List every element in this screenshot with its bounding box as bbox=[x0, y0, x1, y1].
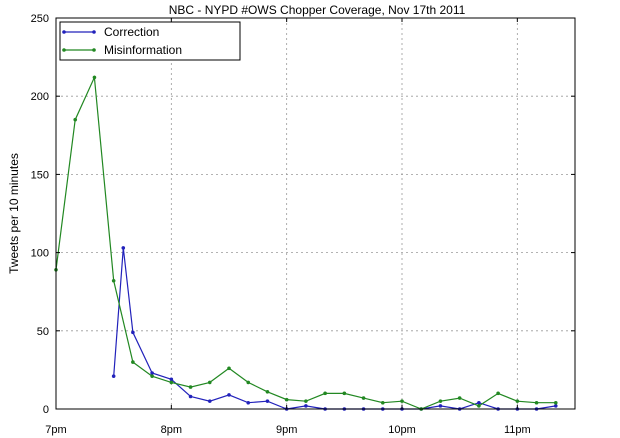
x-tick-label: 10pm bbox=[388, 424, 416, 436]
legend-marker-misinformation bbox=[62, 48, 66, 52]
legend-box bbox=[59, 21, 241, 61]
data-point-correction bbox=[553, 404, 558, 408]
data-point-misinformation bbox=[553, 400, 558, 405]
y-tick-label: 50 bbox=[37, 326, 49, 338]
series-line-misinformation bbox=[55, 75, 556, 410]
data-point-misinformation bbox=[342, 391, 347, 396]
data-point-misinformation bbox=[246, 380, 251, 385]
data-point-misinformation bbox=[361, 396, 366, 400]
y-tick-label: 250 bbox=[31, 13, 49, 25]
data-point-correction bbox=[207, 399, 212, 403]
data-point-misinformation bbox=[188, 385, 193, 389]
grid bbox=[56, 18, 575, 409]
series-layer bbox=[54, 75, 558, 411]
data-point-correction bbox=[265, 399, 270, 403]
data-point-correction bbox=[169, 377, 174, 382]
data-point-misinformation bbox=[515, 399, 520, 403]
data-point-misinformation bbox=[534, 400, 539, 405]
data-point-misinformation bbox=[380, 400, 385, 405]
data-point-misinformation bbox=[304, 399, 308, 403]
y-axis-label: Tweets per 10 minutes bbox=[7, 153, 21, 274]
data-point-misinformation bbox=[92, 75, 97, 80]
data-point-correction bbox=[227, 393, 231, 397]
data-point-correction bbox=[131, 330, 135, 335]
x-tick-label: 8pm bbox=[161, 424, 182, 436]
data-point-misinformation bbox=[131, 360, 135, 364]
data-point-misinformation bbox=[73, 117, 78, 122]
data-point-correction bbox=[121, 246, 126, 250]
data-point-correction bbox=[246, 400, 251, 405]
legend-label-correction: Correction bbox=[104, 25, 159, 39]
data-point-misinformation bbox=[227, 366, 231, 371]
data-point-misinformation bbox=[265, 389, 270, 394]
x-tick-label: 9pm bbox=[276, 424, 297, 436]
data-point-correction bbox=[188, 394, 193, 399]
data-point-correction bbox=[150, 371, 154, 375]
data-point-misinformation bbox=[438, 399, 443, 403]
chart-title: NBC - NYPD #OWS Chopper Coverage, Nov 17… bbox=[169, 3, 466, 17]
data-point-correction bbox=[477, 400, 481, 405]
data-point-misinformation bbox=[496, 391, 500, 396]
series-misinformation bbox=[54, 75, 558, 411]
data-point-misinformation bbox=[207, 380, 212, 385]
axes: 0 50 100 150 200 250 7pm 8pm 9pm 10pm 11pm bbox=[31, 13, 575, 436]
data-point-correction bbox=[438, 404, 443, 408]
data-point-misinformation bbox=[111, 278, 116, 283]
legend: Correction Misinformation bbox=[59, 21, 241, 61]
series-correction bbox=[111, 246, 558, 411]
data-point-misinformation bbox=[400, 399, 404, 403]
y-tick-label: 100 bbox=[31, 248, 49, 260]
x-tick-label: 7pm bbox=[45, 424, 66, 436]
y-tick-label: 150 bbox=[31, 169, 49, 181]
data-point-correction bbox=[111, 374, 116, 378]
y-tick-label: 200 bbox=[31, 91, 49, 103]
legend-label-misinformation: Misinformation bbox=[104, 43, 182, 57]
data-point-misinformation bbox=[323, 391, 327, 396]
data-point-correction bbox=[304, 404, 308, 408]
data-point-misinformation bbox=[284, 397, 289, 402]
data-point-misinformation bbox=[169, 380, 174, 385]
plot-frame bbox=[55, 17, 576, 410]
data-point-misinformation bbox=[150, 374, 154, 378]
y-tick-label: 0 bbox=[43, 404, 49, 416]
legend-marker-correction bbox=[92, 30, 96, 34]
legend-marker-correction bbox=[62, 30, 66, 34]
data-point-misinformation bbox=[477, 404, 481, 408]
x-tick-label: 11pm bbox=[504, 424, 531, 436]
data-point-misinformation bbox=[457, 396, 462, 400]
legend-marker-misinformation bbox=[92, 48, 96, 52]
